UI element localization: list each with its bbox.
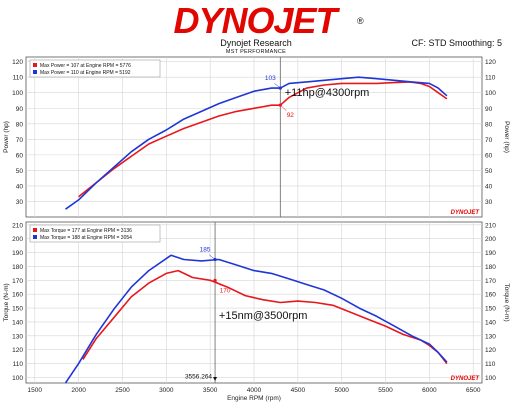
x-tick-label: 2500 — [115, 387, 130, 394]
y-axis-label-right: Power (hp) — [503, 121, 510, 153]
y-tick-label-right: 70 — [485, 137, 493, 144]
x-tick-label: 5000 — [334, 387, 349, 394]
y-tick-label-right: 160 — [485, 292, 496, 299]
y-tick-label-right: 130 — [485, 333, 496, 340]
x-tick-label: 6000 — [422, 387, 437, 394]
dynojet-logo: DYNOJET ® — [173, 0, 364, 40]
y-axis-label: Power (hp) — [3, 121, 10, 153]
legend: Max Torque = 177 at Engine RPM = 3136Max… — [29, 224, 161, 243]
x-axis-label: Engine RPM (rpm) — [227, 395, 281, 402]
x-tick-label: 4000 — [247, 387, 262, 394]
cursor-value-label: 103 — [265, 75, 276, 82]
x-tick-label: 6500 — [466, 387, 481, 394]
y-tick-label-left: 120 — [12, 347, 23, 354]
chart-brand-mark: DYNOJET — [451, 376, 481, 382]
y-tick-label-right: 170 — [485, 278, 496, 285]
y-tick-label-left: 160 — [12, 292, 23, 299]
x-tick-label: 5500 — [378, 387, 393, 394]
y-tick-label-right: 140 — [485, 319, 496, 326]
gain-annotation: +11hp@4300rpm — [285, 87, 370, 99]
y-tick-label-right: 180 — [485, 264, 496, 271]
y-tick-label-right: 150 — [485, 306, 496, 313]
y-tick-label-right: 50 — [485, 168, 493, 175]
y-tick-label-left: 110 — [13, 361, 24, 368]
y-tick-label-right: 90 — [485, 106, 493, 113]
y-tick-label-left: 80 — [16, 121, 24, 128]
y-tick-label-right: 60 — [485, 152, 493, 159]
y-tick-label-right: 190 — [485, 250, 496, 257]
legend-entry: Max Power = 107 at Engine RPM = 5776 — [40, 63, 131, 69]
y-tick-label-left: 150 — [12, 306, 23, 313]
y-tick-label-left: 100 — [12, 90, 23, 97]
cursor-value-label: 92 — [287, 112, 295, 119]
y-tick-label-right: 120 — [485, 59, 496, 66]
chart-panel-2: 100 100 110 110 120 120 130 130 140 140 150 150 160 1… — [3, 221, 510, 402]
y-tick-label-left: 190 — [12, 250, 23, 257]
cursor-rpm-readout: 3556.264 — [185, 374, 212, 381]
y-tick-label-right: 80 — [485, 121, 493, 128]
x-tick-label: 3500 — [203, 387, 218, 394]
y-tick-label-right: 110 — [485, 361, 496, 368]
x-tick-label: 3000 — [159, 387, 174, 394]
cursor-value-label: 185 — [200, 246, 211, 253]
logo-text: DYNOJET — [173, 0, 340, 40]
y-tick-label-left: 90 — [16, 106, 24, 113]
y-tick-label-left: 210 — [12, 222, 23, 229]
chart-brand-mark: DYNOJET — [451, 210, 481, 216]
y-tick-label-left: 110 — [13, 75, 24, 82]
series-line-red — [82, 269, 448, 365]
x-tick-label: 2000 — [71, 387, 86, 394]
y-tick-label-left: 40 — [16, 183, 24, 190]
x-tick-label: 1500 — [28, 387, 43, 394]
report-subtitle: MST PERFORMANCE — [225, 49, 287, 55]
legend-swatch-blue — [33, 70, 37, 74]
legend-entry: Max Torque = 177 at Engine RPM = 3136 — [40, 228, 132, 234]
legend-swatch-blue — [33, 235, 37, 239]
cursor-arrow — [213, 377, 218, 381]
series-line-blue — [65, 76, 448, 210]
y-axis-label: Torque (N-m) — [3, 283, 10, 321]
y-tick-label-left: 140 — [12, 319, 23, 326]
y-tick-label-right: 40 — [485, 183, 493, 190]
y-axis-label-right: Torque (N-m) — [503, 283, 510, 321]
legend-swatch-red — [33, 228, 37, 232]
y-tick-label-right: 100 — [485, 90, 496, 97]
report-title: Dynojet Research — [220, 38, 292, 48]
legend-box — [29, 224, 161, 243]
y-tick-label-left: 120 — [12, 59, 23, 66]
y-tick-label-right: 200 — [485, 236, 496, 243]
legend-entry: Max Torque = 188 at Engine RPM = 3054 — [40, 235, 132, 241]
y-tick-label-left: 170 — [12, 278, 23, 285]
y-tick-label-right: 110 — [485, 75, 496, 82]
y-tick-label-right: 30 — [485, 199, 493, 206]
annotation-leader — [274, 83, 281, 89]
y-tick-label-right: 120 — [485, 347, 496, 354]
legend-entry: Max Power = 110 at Engine RPM = 5192 — [40, 70, 131, 76]
gain-annotation: +15nm@3500rpm — [219, 310, 308, 322]
cf-smoothing-info: CF: STD Smoothing: 5 — [411, 38, 502, 48]
x-tick-label: 4500 — [291, 387, 306, 394]
y-tick-label-left: 200 — [12, 236, 23, 243]
y-tick-label-left: 50 — [16, 168, 24, 175]
annotation-leader — [214, 280, 222, 286]
y-tick-label-right: 210 — [485, 222, 496, 229]
chart-panel-1: 30 30 40 40 50 50 60 60 70 70 80 80 90 90 100 100 110 110… — [3, 56, 510, 218]
legend-swatch-red — [33, 63, 37, 67]
y-tick-label-left: 30 — [16, 199, 24, 206]
y-tick-label-left: 130 — [12, 333, 23, 340]
logo-registered-mark: ® — [357, 16, 364, 26]
legend: Max Power = 107 at Engine RPM = 5776Max … — [29, 59, 161, 78]
y-tick-label-left: 180 — [12, 264, 23, 271]
series-line-blue — [64, 254, 448, 384]
legend-box — [29, 59, 161, 78]
y-tick-label-left: 70 — [16, 137, 24, 144]
annotation-leader — [280, 104, 287, 111]
y-tick-label-right: 100 — [485, 375, 496, 382]
cursor-value-label: 170 — [220, 287, 231, 294]
y-tick-label-left: 60 — [16, 152, 24, 159]
y-tick-label-left: 100 — [12, 375, 23, 382]
annotation-leader — [208, 254, 216, 260]
